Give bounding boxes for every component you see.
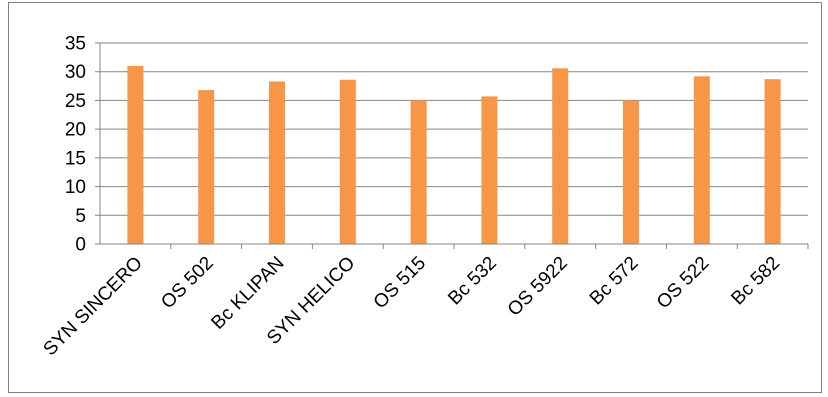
x-category-label: OS 522	[653, 253, 713, 313]
chart-area: 0 5 10 15 20 25 30 35 SYN SINCERO OS 502 Bc KLIPA…	[8, 2, 822, 393]
bar-bc-572	[623, 100, 639, 244]
x-category-label: OS 515	[370, 253, 430, 313]
y-tick-label: 0	[75, 235, 86, 256]
bar-os-522	[693, 76, 710, 245]
bar-bc-532	[481, 96, 498, 244]
gridlines	[100, 42, 808, 216]
x-category-label: OS 502	[157, 253, 217, 313]
y-axis-tick-labels: 0 5 10 15 20 25 30 35	[65, 34, 86, 256]
axes	[95, 42, 809, 249]
y-tick-label: 20	[65, 120, 86, 141]
x-category-label: Bc 572	[586, 253, 643, 310]
bar-bc-582	[764, 79, 781, 245]
y-tick-label: 30	[65, 62, 86, 83]
x-category-label: Bc 582	[727, 253, 784, 310]
bar-os-515	[410, 100, 427, 244]
x-category-label: OS 5922	[504, 253, 572, 321]
x-category-label: SYN SINCERO	[40, 253, 147, 360]
y-tick-label: 35	[65, 34, 86, 55]
bars	[127, 65, 781, 245]
bar-bc-klipan	[269, 81, 285, 244]
x-category-label: Bc 532	[444, 253, 501, 310]
y-tick-label: 25	[65, 91, 86, 112]
bar-os-502	[198, 90, 215, 244]
y-tick-label: 15	[65, 148, 86, 169]
bar-os-5922	[552, 68, 569, 244]
bar-syn-sincero	[127, 65, 144, 244]
y-tick-label: 10	[65, 177, 86, 198]
y-tick-label: 5	[75, 206, 86, 227]
bar-syn-helico	[339, 79, 356, 244]
